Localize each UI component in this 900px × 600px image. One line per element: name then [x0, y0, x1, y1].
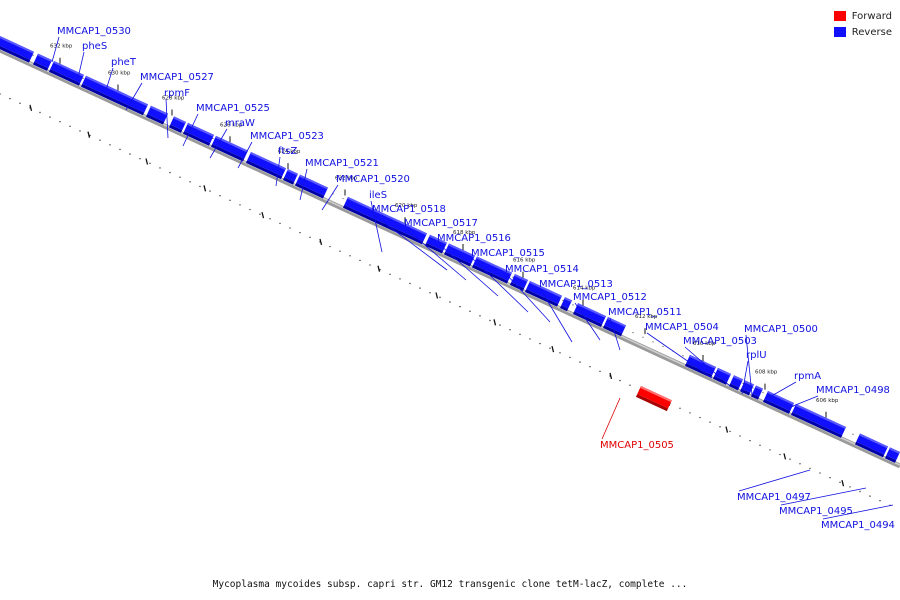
gene-label[interactable]: MMCAP1_0514	[505, 264, 579, 275]
gene-label[interactable]: MMCAP1_0495	[779, 506, 853, 517]
gene-block[interactable]	[443, 243, 476, 267]
gene-label[interactable]: pheS	[82, 41, 107, 52]
ruler-tick: 626 kbp	[220, 122, 243, 143]
gene-label[interactable]: mraW	[225, 118, 255, 129]
gene-block[interactable]	[342, 196, 427, 245]
gene-label[interactable]: rpmF	[164, 88, 190, 99]
ruler-tick: 606 kbp	[816, 398, 839, 418]
gene-block[interactable]	[750, 385, 763, 400]
ruler-tick: 632 kbp	[50, 44, 73, 64]
ruler-label: 616 kbp	[513, 258, 536, 264]
gene-label[interactable]: MMCAP1_0512	[573, 292, 647, 303]
ruler-label: 606 kbp	[816, 398, 839, 404]
ruler-label: 622 kbp	[335, 175, 358, 181]
ruler-tick: 612 kbp	[635, 314, 658, 335]
gene-label[interactable]: MMCAP1_0503	[683, 336, 757, 347]
ruler-tick: 630 kbp	[108, 71, 131, 91]
gene-block[interactable]	[282, 169, 299, 185]
gene-block[interactable]	[32, 53, 52, 71]
label-leader-lines	[51, 36, 894, 520]
legend-reverse-label: Reverse	[851, 26, 892, 38]
gene-label[interactable]: MMCAP1_0515	[471, 248, 545, 259]
gene-block[interactable]	[854, 433, 888, 458]
gene-label[interactable]: MMCAP1_0518	[372, 204, 446, 215]
gene-block[interactable]	[572, 303, 606, 327]
gene-label[interactable]: MMCAP1_0516	[437, 233, 511, 244]
gene-label[interactable]: rpmA	[794, 371, 821, 382]
gene-label[interactable]: MMCAP1_0513	[539, 279, 613, 290]
gene-block[interactable]	[48, 60, 85, 86]
ruler-label: 630 kbp	[108, 71, 131, 77]
gene-block[interactable]	[245, 152, 286, 180]
ruler-ticks: 632 kbp 630 kbp 628 kbp 626 kbp 624 kbp 622 k…	[50, 44, 839, 418]
gene-label[interactable]: MMCAP1_0517	[404, 218, 478, 229]
gene-label[interactable]: MMCAP1_0497	[737, 492, 811, 503]
gene-label[interactable]: MMCAP1_0523	[250, 131, 324, 142]
ruler-label: 628 kbp	[162, 96, 185, 102]
gene-block[interactable]	[168, 116, 186, 133]
gene-block[interactable]	[0, 36, 34, 63]
gene-block-forward[interactable]	[635, 386, 672, 412]
gene-label[interactable]: MMCAP1_0527	[140, 72, 214, 83]
gene-block[interactable]	[80, 75, 149, 116]
gene-block[interactable]	[790, 403, 847, 438]
ruler-tick: 616 kbp	[513, 258, 536, 278]
gene-label[interactable]: MMCAP1_0500	[744, 324, 818, 335]
ruler-label: 618 kbp	[453, 230, 476, 236]
gene-blocks	[0, 36, 900, 463]
gene-block[interactable]	[728, 375, 743, 391]
gene-label[interactable]: rplU	[746, 350, 767, 361]
ruler-label: 632 kbp	[50, 44, 73, 50]
gene-block[interactable]	[145, 105, 168, 125]
gene-label[interactable]: MMCAP1_0505	[600, 440, 674, 451]
gene-block[interactable]	[712, 367, 732, 385]
gene-label[interactable]: MMCAP1_0521	[305, 158, 379, 169]
reverse-swatch	[833, 27, 846, 37]
ruler-label: 614 kbp	[573, 285, 596, 291]
ruler-tick: 610 kbp	[693, 341, 716, 361]
ruler-label: 620 kbp	[395, 203, 418, 209]
legend-forward-label: Forward	[851, 10, 892, 22]
gene-block[interactable]	[524, 280, 562, 307]
gene-block[interactable]	[559, 297, 572, 312]
legend-reverse: Reverse	[833, 24, 892, 40]
ruler-tick: 622 kbp	[335, 175, 358, 196]
ruler-tick: 608 kbp	[755, 370, 778, 390]
gene-label[interactable]: ftsZ	[278, 146, 297, 157]
gene-label[interactable]: MMCAP1_0525	[196, 103, 270, 114]
gene-label[interactable]: pheT	[111, 57, 137, 68]
gene-label[interactable]: MMCAP1_0511	[608, 307, 682, 318]
gene-block[interactable]	[884, 447, 900, 463]
sequence-caption: Mycoplasma mycoides subsp. capri str. GM…	[212, 579, 688, 590]
gene-block[interactable]	[602, 317, 626, 337]
strand-legend: Forward Reverse	[833, 8, 892, 40]
ruler-tick: 620 kbp	[395, 203, 418, 224]
ruler-label: 612 kbp	[635, 314, 658, 320]
gene-block[interactable]	[471, 256, 512, 284]
gene-label[interactable]: ileS	[369, 190, 387, 201]
gene-label[interactable]: MMCAP1_0494	[821, 520, 895, 531]
ruler-label: 624 kbp	[278, 149, 301, 155]
ruler-tick: 618 kbp	[453, 230, 476, 251]
ruler-label: 626 kbp	[220, 122, 243, 128]
ruler-tick: 628 kbp	[162, 96, 185, 116]
gene-label[interactable]: MMCAP1_0530	[57, 26, 131, 37]
gene-label[interactable]: MMCAP1_0498	[816, 385, 890, 396]
legend-forward: Forward	[833, 8, 892, 24]
ruler-label: 610 kbp	[693, 341, 716, 347]
ruler-tick: 624 kbp	[278, 149, 301, 170]
gene-label[interactable]: MMCAP1_0520	[336, 174, 410, 185]
gene-block[interactable]	[210, 135, 248, 162]
ruler-tick: 614 kbp	[573, 285, 596, 306]
gene-label[interactable]: MMCAP1_0504	[645, 322, 719, 333]
ruler-label: 608 kbp	[755, 370, 778, 376]
forward-swatch	[833, 11, 846, 21]
